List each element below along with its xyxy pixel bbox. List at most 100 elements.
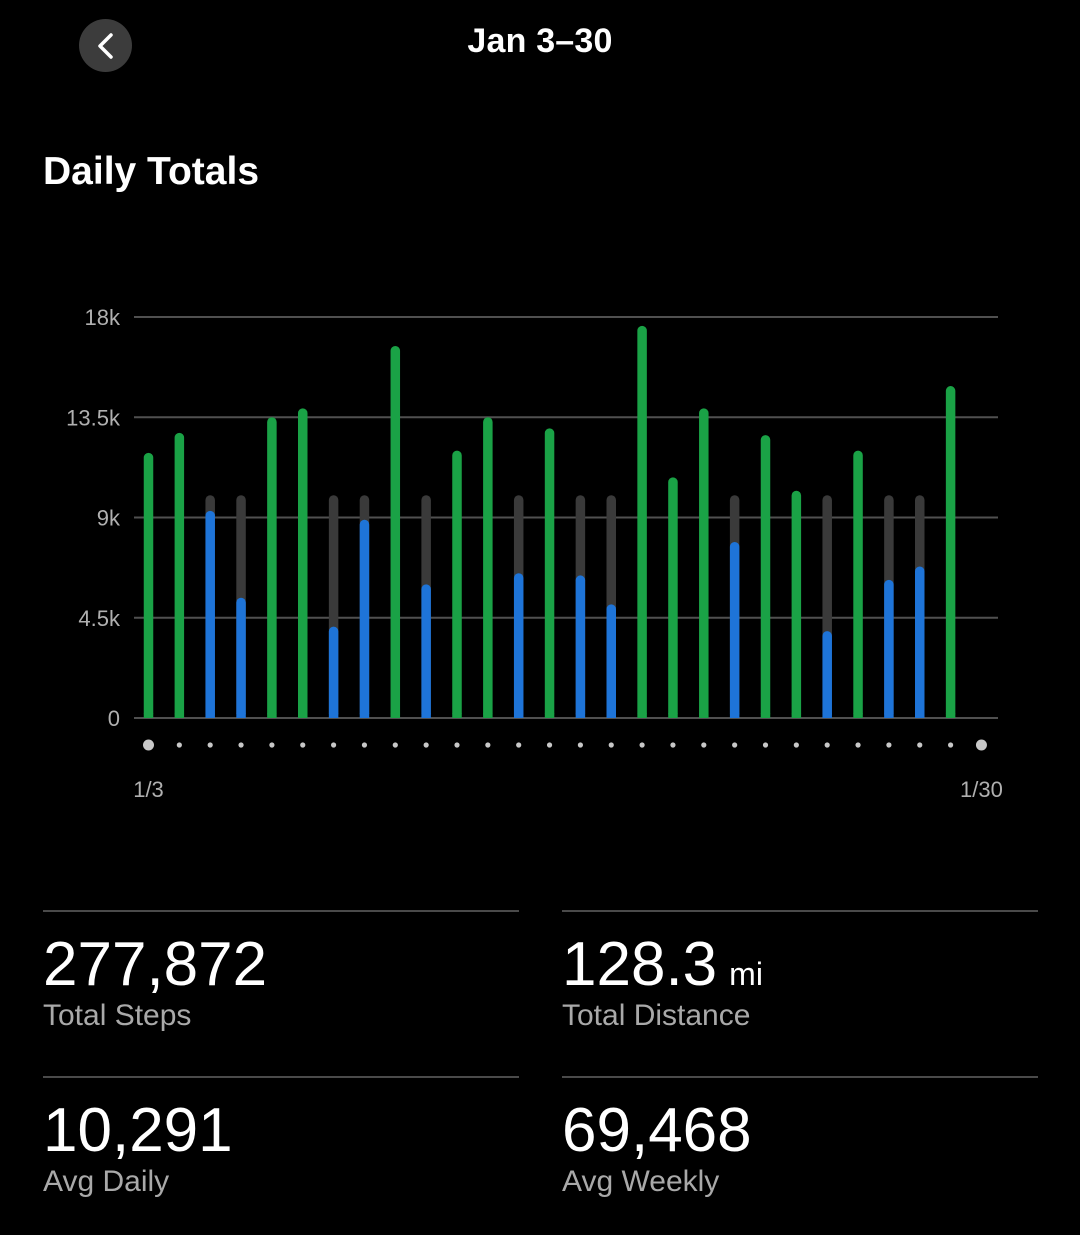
day-bar [822,631,832,718]
page-title: Jan 3–30 [467,22,613,60]
day-bar-base [729,713,740,718]
x-axis-dot [423,742,429,748]
chevron-left-icon [94,31,118,61]
chart-svg: 0 4.5k 9k 13.5k 18k 1/3 1/30 [66,305,1003,802]
x-axis-dot [670,742,676,748]
day-bar [915,566,925,718]
x-axis-dot [639,742,645,748]
x-tick-label-last: 1/30 [960,777,1003,802]
x-axis-dot [546,742,553,748]
day-bar-base [945,713,956,718]
stat-avg-daily: 10,291 Avg Daily [43,1076,519,1198]
stat-avg-weekly: 69,468 Avg Weekly [562,1076,1038,1198]
day-bar-base [668,713,678,718]
day-bar [760,435,771,718]
total-distance-value: 128.3 [562,930,718,999]
day-bar-base [174,713,185,718]
day-bar [174,432,185,718]
day-bar-base [143,713,154,718]
day-bar-base [760,713,771,718]
day-bar [945,386,956,718]
x-axis-dot [762,742,769,748]
day-bar-base [915,713,925,718]
y-tick-label: 18k [85,305,121,330]
x-axis-dot [269,742,275,748]
y-tick-label: 9k [97,506,121,531]
day-bar [390,345,401,718]
day-bar [359,519,370,718]
day-bar-base [822,713,832,718]
day-bar [668,477,678,718]
x-axis-dot [238,742,244,748]
day-bar [298,408,308,718]
avg-daily-value: 10,291 [43,1096,233,1165]
day-bar-base [267,713,277,718]
x-axis-dot [143,739,154,751]
day-bar-base [699,713,709,718]
day-bar [452,450,462,718]
day-bar-base [421,713,431,718]
day-bar [606,604,616,718]
day-bar-base [359,713,370,718]
total-distance-value-wrap: 128.3 mi [562,930,763,1009]
day-bar [143,452,154,718]
x-axis-dot [207,742,213,748]
day-bar [236,597,246,718]
avg-weekly-value: 69,468 [562,1096,752,1165]
x-axis-dot [732,742,738,748]
x-axis-dot [855,742,861,748]
day-bar [421,584,431,718]
x-axis-dot [917,742,923,748]
day-bar [513,573,524,718]
day-bar-base [452,713,462,718]
day-bar-base [390,713,401,718]
day-bar-base [606,713,616,718]
avg-weekly-label: Avg Weekly [562,1165,720,1198]
x-axis-dot [886,742,892,748]
day-bar-base [637,713,647,718]
day-bar [884,579,894,718]
x-axis-dot [824,742,830,748]
day-bar-base [853,713,863,718]
x-axis-dot [975,739,987,751]
y-tick-label: 13.5k [66,405,121,430]
x-axis-dot [454,742,460,748]
day-bar-base [575,713,586,718]
day-bar [791,490,802,718]
x-tick-label-first: 1/3 [133,777,164,802]
day-bar [729,542,740,718]
day-bar-base [544,713,555,718]
day-bar-base [483,713,493,718]
day-bar [544,428,555,718]
x-axis-dot [331,742,337,748]
x-axis-dot [608,742,614,748]
x-axis-dot [361,742,368,748]
day-bar [205,510,215,718]
x-axis-dot [701,742,707,748]
day-bar-base [205,713,215,718]
back-button[interactable] [79,19,132,72]
day-bar-base [328,713,339,718]
section-title: Daily Totals [43,150,260,193]
x-axis-dot [516,742,522,748]
x-axis-dot [948,742,954,748]
day-bar [328,626,339,718]
day-bar-base [791,713,802,718]
day-bar [853,450,863,718]
total-steps-label: Total Steps [43,999,192,1032]
avg-daily-label: Avg Daily [43,1165,170,1198]
x-axis-dot [392,742,398,748]
x-axis-dot [485,742,491,748]
x-axis-dot [300,742,306,748]
total-distance-unit: mi [729,956,763,992]
day-bar-base [298,713,308,718]
day-bar [483,417,493,718]
day-bar [575,575,586,718]
day-bar [699,408,709,718]
x-axis-dot [577,742,584,748]
y-tick-label: 4.5k [78,606,121,631]
day-bar-base [513,713,524,718]
daily-steps-chart: 0 4.5k 9k 13.5k 18k 1/3 1/30 [0,280,1080,820]
stat-total-distance: 128.3 mi Total Distance [562,910,1038,1032]
y-tick-label: 0 [108,706,120,731]
